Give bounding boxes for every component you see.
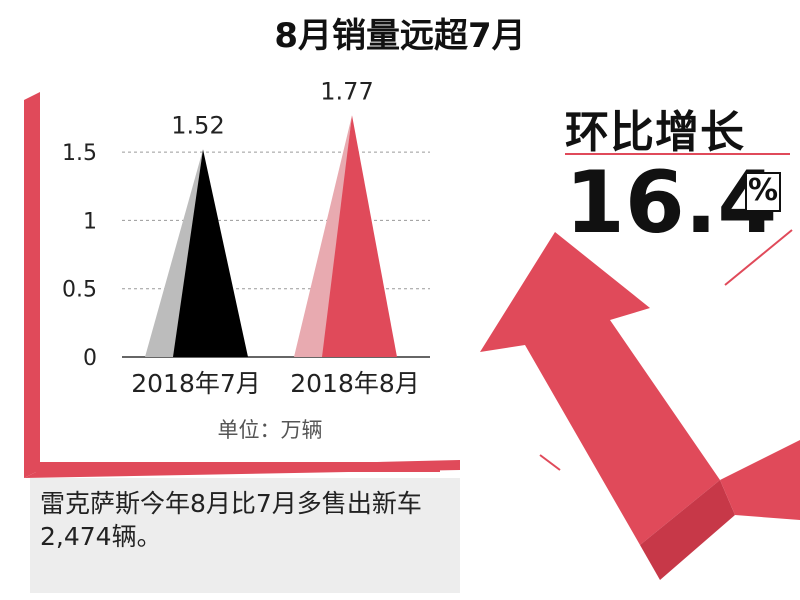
chart-area: 0 0.5 1 1.5 1.52 2018年7月 1.77 2018年8月 — [62, 77, 430, 398]
unit-label: 单位：万辆 — [217, 418, 323, 442]
y-tick-label: 0 — [83, 346, 97, 371]
y-tick-label: 0.5 — [62, 278, 97, 303]
bar-shadow — [145, 149, 203, 357]
bar-shadow — [294, 115, 352, 357]
page-title: 8月销量远超7月 — [274, 16, 526, 56]
x-tick-label: 2018年7月 — [131, 369, 261, 398]
caption-bg — [30, 478, 460, 593]
bar — [322, 115, 397, 357]
growth-label: 环比增长 — [565, 107, 745, 158]
y-tick-label: 1 — [83, 209, 97, 234]
x-tick-label: 2018年8月 — [290, 369, 420, 398]
bar — [173, 149, 248, 357]
y-tick-label: 1.5 — [62, 141, 97, 166]
growth-value: 16.4 — [565, 153, 778, 253]
growth-arrow-icon — [480, 229, 800, 580]
percent-symbol: % — [745, 172, 781, 212]
caption-text: 雷克萨斯今年8月比7月多售出新车2,474辆。 — [40, 489, 422, 551]
data-label: 1.52 — [171, 111, 224, 139]
panel-shadow-left — [24, 92, 40, 478]
panel-shadow-base — [24, 462, 440, 472]
data-label: 1.77 — [320, 77, 373, 105]
